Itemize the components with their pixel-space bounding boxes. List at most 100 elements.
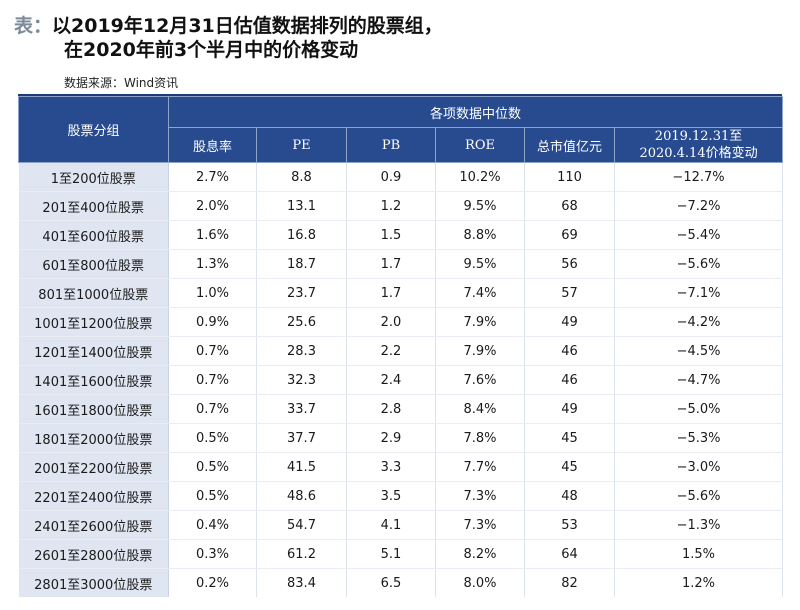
cell-dividend: 1.0% [168, 278, 257, 308]
cell-market-cap: 69 [524, 220, 615, 250]
cell-price-change: 1.2% [614, 568, 784, 597]
cell-group: 2401至2600位股票 [18, 510, 169, 540]
cell-group: 2001至2200位股票 [18, 452, 169, 482]
cell-group: 1801至2000位股票 [18, 423, 169, 453]
stock-group-table: 股票分组 各项数据中位数 股息率 PE PB ROE 总市值亿元 2019.12… [18, 96, 784, 597]
cell-roe: 8.0% [435, 568, 525, 597]
cell-roe: 7.9% [435, 336, 525, 366]
cell-dividend: 0.5% [168, 452, 257, 482]
cell-dividend: 0.5% [168, 423, 257, 453]
cell-group: 1至200位股票 [18, 162, 169, 192]
table-row: 201至400位股票 2.0% 13.1 1.2 9.5% 68 −7.2% [18, 191, 784, 221]
cell-price-change: −5.3% [614, 423, 784, 453]
cell-market-cap: 49 [524, 394, 615, 424]
header-median: 各项数据中位数 [167, 96, 784, 128]
cell-market-cap: 46 [524, 365, 615, 395]
cell-group: 2201至2400位股票 [18, 481, 169, 511]
cell-pe: 32.3 [256, 365, 347, 395]
table-row: 401至600位股票 1.6% 16.8 1.5 8.8% 69 −5.4% [18, 220, 784, 250]
cell-roe: 7.7% [435, 452, 525, 482]
cell-dividend: 0.5% [168, 481, 257, 511]
cell-pe: 48.6 [256, 481, 347, 511]
cell-market-cap: 45 [524, 423, 615, 453]
cell-price-change: −5.0% [614, 394, 784, 424]
header-price-change-line1: 2019.12.31至 [654, 129, 743, 144]
cell-group: 1201至1400位股票 [18, 336, 169, 366]
cell-dividend: 0.4% [168, 510, 257, 540]
cell-price-change: −4.2% [614, 307, 784, 337]
cell-price-change: −4.7% [614, 365, 784, 395]
cell-pe: 37.7 [256, 423, 347, 453]
cell-pb: 6.5 [346, 568, 436, 597]
table-row: 1至200位股票 2.7% 8.8 0.9 10.2% 110 −12.7% [18, 162, 784, 192]
cell-market-cap: 110 [524, 162, 615, 192]
cell-dividend: 0.2% [168, 568, 257, 597]
cell-group: 1001至1200位股票 [18, 307, 169, 337]
cell-pb: 2.4 [346, 365, 436, 395]
header-price-change: 2019.12.31至 2020.4.14价格变动 [613, 127, 784, 163]
cell-pb: 2.8 [346, 394, 436, 424]
table-row: 1001至1200位股票 0.9% 25.6 2.0 7.9% 49 −4.2% [18, 307, 784, 337]
cell-pe: 25.6 [256, 307, 347, 337]
cell-group: 601至800位股票 [18, 249, 169, 279]
header-group: 股票分组 [18, 96, 169, 163]
header-pe: PE [256, 127, 347, 163]
table-row: 1601至1800位股票 0.7% 33.7 2.8 8.4% 49 −5.0% [18, 394, 784, 424]
cell-group: 1601至1800位股票 [18, 394, 169, 424]
cell-market-cap: 57 [524, 278, 615, 308]
cell-dividend: 2.7% [168, 162, 257, 192]
cell-market-cap: 68 [524, 191, 615, 221]
table-row: 2001至2200位股票 0.5% 41.5 3.3 7.7% 45 −3.0% [18, 452, 784, 482]
table-row: 1201至1400位股票 0.7% 28.3 2.2 7.9% 46 −4.5% [18, 336, 784, 366]
cell-pb: 0.9 [346, 162, 436, 192]
cell-roe: 7.6% [435, 365, 525, 395]
data-source: 数据来源：Wind资讯 [64, 76, 179, 90]
cell-dividend: 0.7% [168, 336, 257, 366]
cell-pb: 1.5 [346, 220, 436, 250]
title-line-2: 在2020年前3个半月中的价格变动 [64, 39, 359, 61]
table-body: 1至200位股票 2.7% 8.8 0.9 10.2% 110 −12.7% 201至400位… [18, 162, 784, 597]
cell-pb: 1.7 [346, 278, 436, 308]
cell-price-change: −1.3% [614, 510, 784, 540]
cell-roe: 10.2% [435, 162, 525, 192]
cell-dividend: 2.0% [168, 191, 257, 221]
cell-pb: 3.3 [346, 452, 436, 482]
cell-pe: 28.3 [256, 336, 347, 366]
cell-market-cap: 46 [524, 336, 615, 366]
table-row: 2601至2800位股票 0.3% 61.2 5.1 8.2% 64 1.5% [18, 539, 784, 569]
cell-roe: 8.4% [435, 394, 525, 424]
cell-dividend: 0.7% [168, 365, 257, 395]
cell-roe: 9.5% [435, 191, 525, 221]
cell-roe: 7.8% [435, 423, 525, 453]
top-rule [18, 94, 782, 96]
header-price-change-line2: 2020.4.14价格变动 [639, 146, 758, 161]
cell-market-cap: 48 [524, 481, 615, 511]
cell-pb: 2.2 [346, 336, 436, 366]
cell-price-change: −4.5% [614, 336, 784, 366]
cell-roe: 7.3% [435, 481, 525, 511]
cell-dividend: 0.3% [168, 539, 257, 569]
cell-pe: 33.7 [256, 394, 347, 424]
cell-dividend: 0.9% [168, 307, 257, 337]
cell-roe: 7.3% [435, 510, 525, 540]
cell-price-change: −12.7% [614, 162, 784, 192]
header-dividend: 股息率 [168, 127, 257, 163]
cell-pb: 1.7 [346, 249, 436, 279]
cell-price-change: −5.6% [614, 481, 784, 511]
cell-market-cap: 45 [524, 452, 615, 482]
cell-pb: 3.5 [346, 481, 436, 511]
cell-price-change: −7.1% [614, 278, 784, 308]
cell-pb: 4.1 [346, 510, 436, 540]
cell-roe: 8.2% [435, 539, 525, 569]
cell-pb: 1.2 [346, 191, 436, 221]
cell-market-cap: 82 [524, 568, 615, 597]
cell-pb: 5.1 [346, 539, 436, 569]
cell-roe: 9.5% [435, 249, 525, 279]
cell-dividend: 0.7% [168, 394, 257, 424]
header-market-cap: 总市值亿元 [524, 127, 615, 163]
title-text-1: 以2019年12月31日估值数据排列的股票组， [52, 15, 443, 37]
cell-group: 201至400位股票 [18, 191, 169, 221]
header-pb: PB [346, 127, 436, 163]
cell-pe: 16.8 [256, 220, 347, 250]
cell-roe: 8.8% [435, 220, 525, 250]
